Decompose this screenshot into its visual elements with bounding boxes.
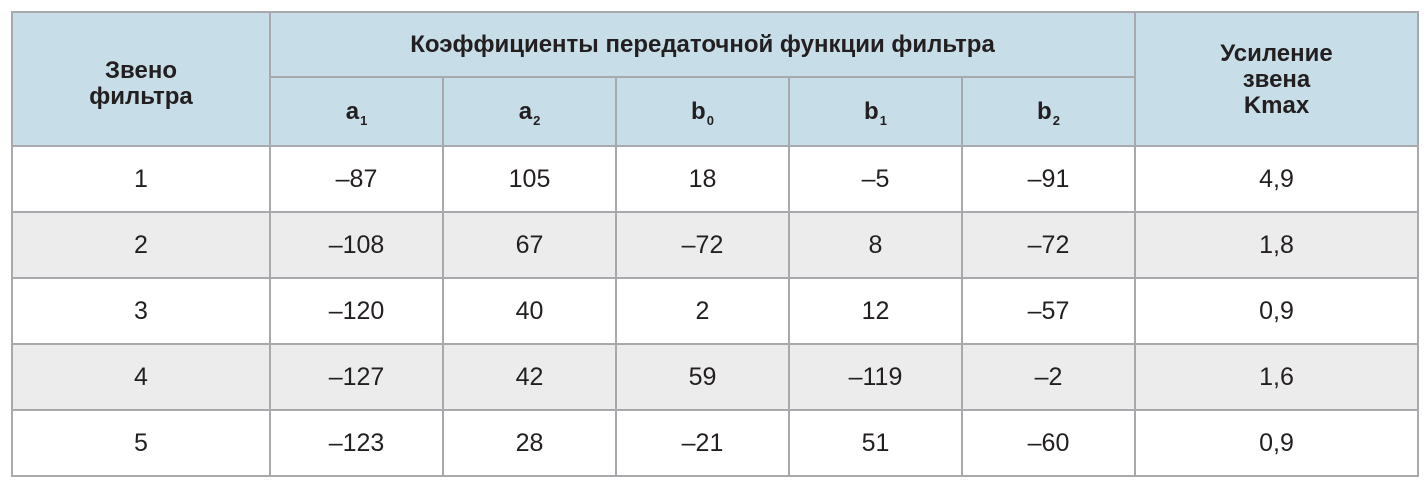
cell-stage: 3	[11, 277, 271, 345]
cell-a1: –108	[269, 211, 444, 279]
coef-base: a	[518, 97, 533, 125]
coef-base: b	[1037, 97, 1052, 125]
cell-b2: –72	[961, 211, 1136, 279]
header-stage: Звено фильтра	[11, 11, 271, 147]
cell-b2: –91	[961, 145, 1136, 213]
header-gain-line: Усиление	[1220, 40, 1333, 67]
cell-a1: –120	[269, 277, 444, 345]
cell-b1: 8	[788, 211, 963, 279]
cell-b1: 51	[788, 409, 963, 477]
header-coef-b1: b1	[788, 76, 963, 147]
cell-b2: –60	[961, 409, 1136, 477]
coef-subscript: 1	[360, 112, 368, 128]
table-row: 2 –108 67 –72 8 –72 1,8	[11, 211, 1419, 279]
cell-a2: 40	[442, 277, 617, 345]
coef-subscript: 2	[1052, 112, 1060, 128]
table-row: 5 –123 28 –21 51 –60 0,9	[11, 409, 1419, 477]
header-gain-line: звена	[1242, 66, 1311, 93]
cell-b0: –21	[615, 409, 790, 477]
coef-subscript: 2	[533, 112, 541, 128]
filter-table-container: Звено фильтра Коэффициенты передаточной …	[11, 11, 1419, 477]
cell-a2: 28	[442, 409, 617, 477]
table-row: 1 –87 105 18 –5 –91 4,9	[11, 145, 1419, 213]
coef-base: a	[345, 97, 360, 125]
cell-b1: –5	[788, 145, 963, 213]
cell-a2: 67	[442, 211, 617, 279]
cell-gain: 1,6	[1134, 343, 1419, 411]
cell-b2: –57	[961, 277, 1136, 345]
cell-a2: 42	[442, 343, 617, 411]
cell-stage: 4	[11, 343, 271, 411]
header-coef-b2: b2	[961, 76, 1136, 147]
table-row: 3 –120 40 2 12 –57 0,9	[11, 277, 1419, 345]
cell-stage: 1	[11, 145, 271, 213]
header-coef-b0: b0	[615, 76, 790, 147]
cell-b0: 59	[615, 343, 790, 411]
cell-a1: –123	[269, 409, 444, 477]
cell-gain: 0,9	[1134, 409, 1419, 477]
cell-b0: 2	[615, 277, 790, 345]
cell-stage: 2	[11, 211, 271, 279]
coef-base: b	[691, 97, 706, 125]
cell-b1: –119	[788, 343, 963, 411]
coef-subscript: 1	[879, 112, 887, 128]
filter-coefficients-table: Звено фильтра Коэффициенты передаточной …	[11, 11, 1419, 477]
cell-b0: 18	[615, 145, 790, 213]
header-coefficients-group: Коэффициенты передаточной функции фильтр…	[269, 11, 1136, 78]
header-coef-a1: a1	[269, 76, 444, 147]
cell-stage: 5	[11, 409, 271, 477]
header-stage-line: фильтра	[89, 83, 193, 110]
cell-b0: –72	[615, 211, 790, 279]
header-gain-line: Kmax	[1243, 92, 1310, 119]
cell-gain: 4,9	[1134, 145, 1419, 213]
table-row: 4 –127 42 59 –119 –2 1,6	[11, 343, 1419, 411]
cell-b2: –2	[961, 343, 1136, 411]
cell-a1: –87	[269, 145, 444, 213]
header-stage-line: Звено	[105, 57, 177, 84]
coef-subscript: 0	[706, 112, 714, 128]
cell-a1: –127	[269, 343, 444, 411]
cell-gain: 0,9	[1134, 277, 1419, 345]
coef-base: b	[864, 97, 879, 125]
cell-a2: 105	[442, 145, 617, 213]
header-coef-a2: a2	[442, 76, 617, 147]
header-gain: Усиление звена Kmax	[1134, 11, 1419, 147]
cell-gain: 1,8	[1134, 211, 1419, 279]
cell-b1: 12	[788, 277, 963, 345]
